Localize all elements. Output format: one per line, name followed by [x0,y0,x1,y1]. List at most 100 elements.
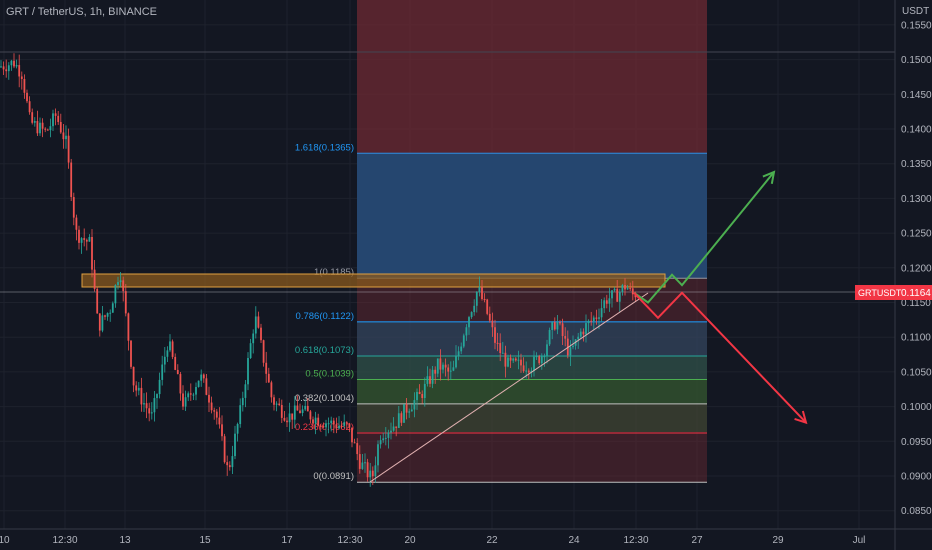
candle-body [247,358,249,385]
candle-body [314,417,317,424]
last-price-badge: GRTUSDT 0.1164 [855,285,932,300]
candle-body [410,409,413,412]
candle-body [111,303,114,313]
candle-body [452,367,455,371]
candle-body [392,426,395,431]
candle-body [387,432,390,438]
candles [0,53,637,487]
candle-body [582,331,585,335]
candle-body [114,285,117,304]
candle-body [104,315,106,317]
candle-body [106,313,109,317]
time-tick-label: 22 [486,535,498,546]
candle-body [382,438,385,441]
candle-body [85,239,88,242]
candle-body [579,331,582,337]
candle-body [345,422,348,424]
candle-body [169,341,171,351]
time-tick-label: Jul [853,535,866,546]
candle-body [306,405,309,412]
candle-body [101,315,104,331]
candle-body [312,419,314,424]
candle-body [590,320,593,322]
candle-body [447,367,450,372]
candle-body [283,417,286,421]
candle-body [28,101,31,113]
candle-body [20,76,23,79]
candle-body [358,454,361,469]
candle-body [0,66,2,68]
projections[interactable] [633,170,808,425]
last-price-value: 0.1164 [901,288,931,299]
candle-body [80,238,83,243]
candle-body [202,374,205,379]
candle-body [595,317,598,319]
candle-body [223,436,226,463]
candle-body [608,298,611,304]
candle-body [605,300,608,304]
candle-body [600,308,603,318]
candle-body [83,238,86,240]
candle-body [621,284,624,293]
candle-body [49,126,52,131]
candle-body [262,340,265,363]
candle-body [348,423,351,428]
candle-body [54,113,57,116]
price-tick-label: 0.1150 [901,298,931,309]
candle-body [527,370,530,373]
time-axis[interactable]: 10 12:30 13 15 17 12:30 20 22 24 12:30 27 29 Jul [0,535,865,546]
trendline[interactable] [369,292,649,483]
candle-body [564,336,567,339]
candle-body [252,333,255,344]
candle-body [478,287,481,292]
candle-body [457,351,460,357]
candle-body [278,403,281,406]
price-axis[interactable]: 0.1550 0.1500 0.1450 0.1400 0.1350 0.1300 0.12… [901,20,932,517]
candle-body [257,316,260,328]
candle-body [535,356,538,358]
candle-body [470,312,473,318]
fib-fill-0786 [357,321,707,356]
time-tick-label: 12:30 [623,535,648,546]
candle-body [140,387,143,405]
candle-body [408,411,411,413]
candle-body [335,424,338,429]
candle-body [218,417,221,425]
target-zone [357,154,707,278]
candle-body [611,290,613,299]
candle-body [462,335,465,347]
candle-body [556,322,559,330]
candle-body [7,65,10,72]
candle-body [26,92,28,102]
candle-body [189,393,192,395]
candle-body [33,121,36,123]
candle-body [171,341,174,357]
candle-body [239,405,242,425]
candle-body [629,288,632,290]
candle-body [122,280,125,292]
resistance-zone[interactable] [81,273,666,288]
candle-body [421,394,424,399]
candle-body [62,132,65,140]
candle-body [23,78,26,93]
candle-body [208,394,210,403]
candle-body [572,345,574,348]
candle-body [525,370,528,372]
candle-body [366,462,369,478]
candle-body [631,288,634,295]
candle-body [338,425,340,429]
candle-body [361,462,364,469]
candle-body [403,404,405,423]
candle-body [184,397,187,407]
candle-body [429,376,431,384]
candle-body [517,359,520,361]
candle-body [148,408,151,414]
candle-body [176,369,179,375]
candle-body [416,391,418,401]
candle-body [273,397,275,405]
candle-body [509,357,512,361]
candle-body [72,197,75,218]
candle-body [31,112,34,123]
